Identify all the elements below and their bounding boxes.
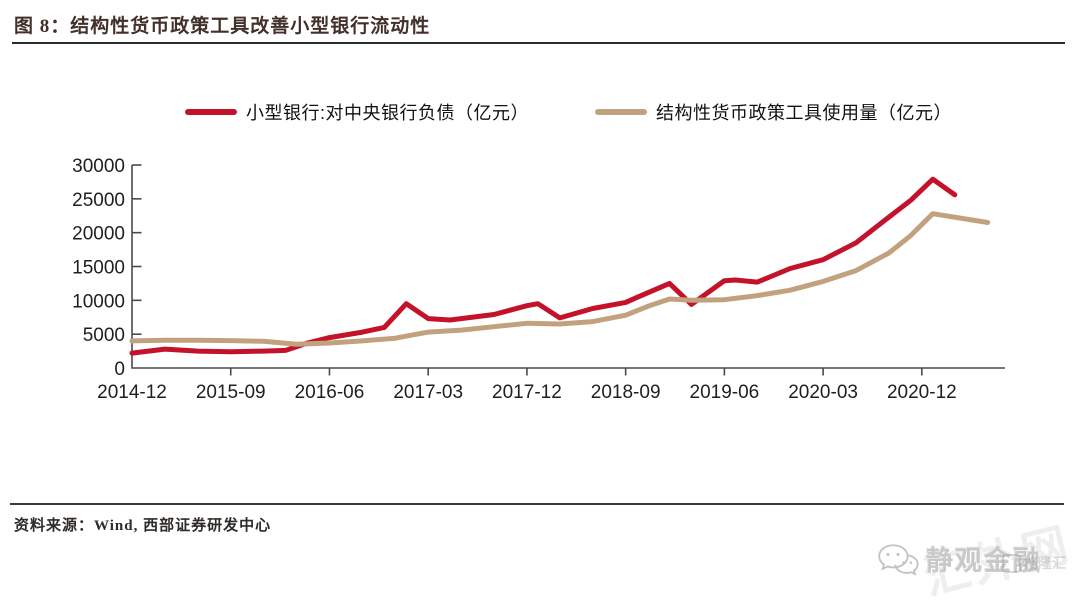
legend-swatch-red [185,109,237,115]
chart-legend: 小型银行:对中央银行负债（亿元） 结构性货币政策工具使用量（亿元） [132,99,1005,125]
y-tick-label: 15000 [72,258,125,279]
x-tick-label: 2017-12 [492,382,562,403]
y-tick-label: 0 [114,359,125,380]
x-tick-label: 2020-03 [788,382,858,403]
y-tick-label: 10000 [72,291,125,312]
axis-lines [131,165,1005,369]
series-line [129,211,991,347]
x-tick-label: 2019-06 [690,382,760,403]
report-figure-page: { "title": "图 8：结构性货币政策工具改善小型银行流动性", "le… [10,16,1077,605]
legend-swatch-tan [595,109,647,115]
source-note: 资料来源：Wind, 西部证券研发中心 [14,518,272,534]
series-line [129,176,958,356]
footer-divider [10,503,1064,505]
figure-title: 图 8：结构性货币政策工具改善小型银行流动性 [14,16,431,37]
y-tick-label: 20000 [72,224,125,245]
line-chart: 0 5000 10000 15000 20000 25000 30000 2014-12 201… [72,156,1005,403]
title-divider [12,42,1065,44]
legend-label: 小型银行:对中央银行负债（亿元） [246,103,529,123]
legend-label: 结构性货币政策工具使用量（亿元） [656,103,952,123]
x-tick-label: 2017-03 [393,382,463,403]
x-tick-label: 2020-12 [887,382,957,403]
legend-item-small-bank-liabilities: 小型银行:对中央银行负债（亿元） [185,99,529,125]
y-tick-label: 25000 [72,190,125,211]
x-tick-label: 2016-06 [295,382,365,403]
legend-item-structural-tools: 结构性货币政策工具使用量（亿元） [595,99,952,125]
x-tick-label: 2014-12 [97,382,167,403]
x-tick-label: 2018-09 [591,382,661,403]
y-tick-label: 5000 [83,325,125,346]
y-tick-label: 30000 [72,156,125,177]
x-tick-label: 2015-09 [196,382,266,403]
